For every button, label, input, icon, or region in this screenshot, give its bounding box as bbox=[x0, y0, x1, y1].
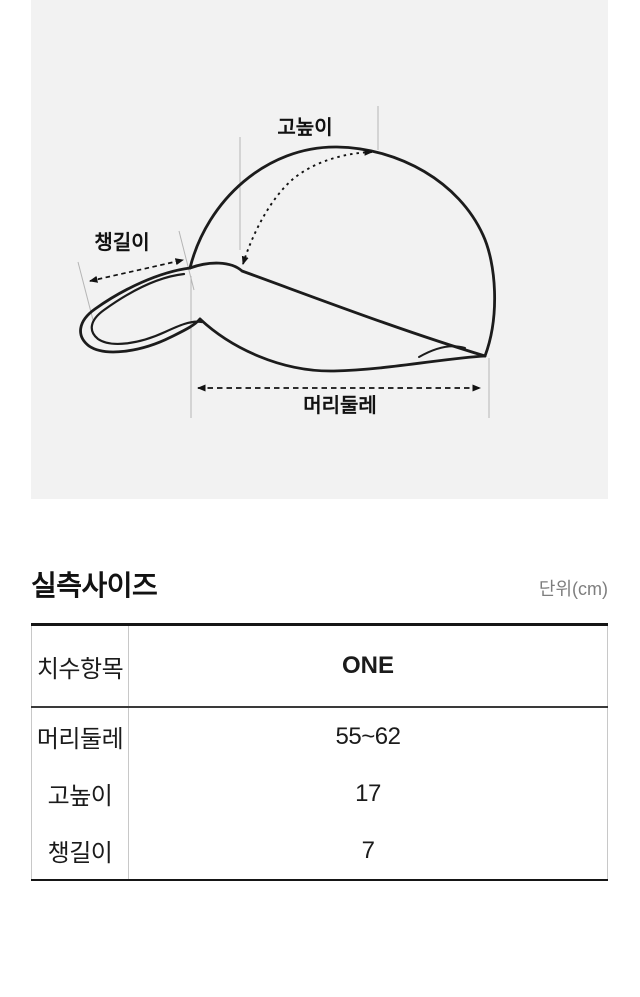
guide-lines bbox=[77, 106, 490, 418]
section-title: 실측사이즈 bbox=[31, 570, 158, 601]
brim-length-guide-left bbox=[77, 261, 94, 321]
cap-measurement-diagram-panel: 고높이 챙길이 머리둘레 bbox=[31, 0, 608, 499]
table-row-head-circumference: 머리둘레 55~62 bbox=[31, 707, 608, 765]
size-guide-page: 고높이 챙길이 머리둘레 실측사이즈 단위(cm) 치수항목 ONE 머리둘레 bbox=[31, 0, 608, 881]
cap-brim-top-edge bbox=[188, 261, 487, 358]
brim-length-label: 챙길이 bbox=[94, 231, 149, 254]
table-row-crown-height: 고높이 17 bbox=[31, 765, 608, 822]
size-table-header-size: ONE bbox=[128, 624, 608, 708]
cap-back-detail bbox=[418, 345, 466, 358]
cap-drawing bbox=[79, 145, 496, 373]
size-table-header-row: 치수항목 ONE bbox=[31, 624, 608, 708]
row-value: 17 bbox=[355, 779, 381, 807]
crown-height-label: 고높이 bbox=[277, 116, 332, 139]
measurement-arrows bbox=[89, 148, 481, 392]
row-label: 머리둘레 bbox=[31, 707, 129, 765]
cap-crown-outline bbox=[188, 145, 496, 358]
row-label: 챙길이 bbox=[31, 822, 129, 880]
cap-brim-inner-line bbox=[90, 272, 204, 345]
head-circumference-label: 머리둘레 bbox=[303, 394, 377, 417]
cap-diagram-svg: 고높이 챙길이 머리둘레 bbox=[77, 106, 496, 418]
cap-bottom-opening bbox=[198, 317, 487, 373]
row-value: 55~62 bbox=[335, 722, 401, 750]
table-row-brim-length: 챙길이 7 bbox=[31, 822, 608, 880]
crown-height-arrow bbox=[241, 148, 373, 265]
size-section-header: 실측사이즈 단위(cm) bbox=[31, 570, 608, 602]
row-label: 고높이 bbox=[31, 765, 129, 822]
cap-brim-outer-loop bbox=[79, 266, 202, 354]
size-table-header-item: 치수항목 bbox=[31, 624, 129, 708]
row-value: 7 bbox=[361, 836, 375, 864]
size-table: 치수항목 ONE 머리둘레 55~62 고높이 17 챙길이 7 bbox=[31, 623, 608, 881]
unit-label: 단위(cm) bbox=[538, 579, 608, 599]
